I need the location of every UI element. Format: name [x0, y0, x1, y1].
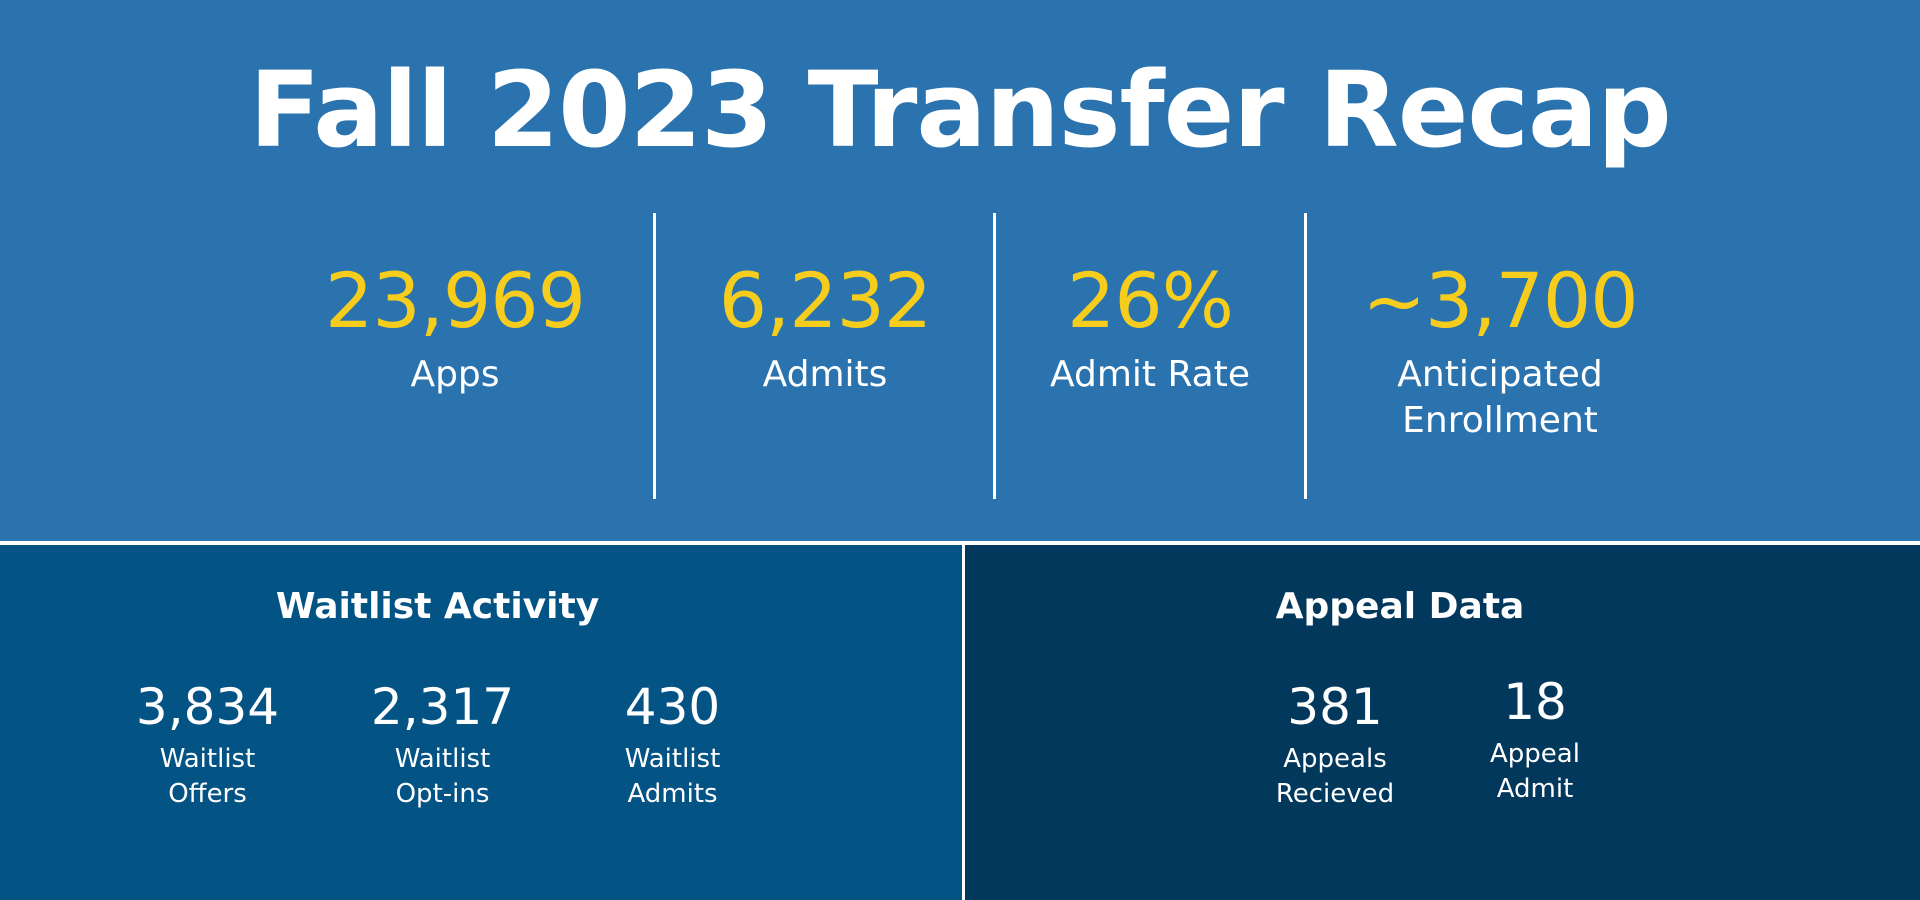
appeal-title: Appeal Data	[1275, 586, 1525, 627]
waitlist-opt-ins-value: 2,317	[370, 678, 515, 736]
page-title: Fall 2023 Transfer Recap	[249, 49, 1671, 171]
waitlist-activity-panel: Waitlist Activity 3,834 Waitlist Offers …	[0, 545, 962, 900]
waitlist-opt-ins: 2,317 Waitlist Opt-ins	[345, 678, 540, 812]
stat-enrollment-value: ~3,700	[1362, 256, 1638, 345]
stat-anticipated-enrollment: ~3,700 Anticipated Enrollment	[1325, 258, 1675, 444]
section-divider	[0, 541, 1920, 545]
appeals-received-label: Appeals Recieved	[1275, 744, 1395, 809]
header-section: Fall 2023 Transfer Recap 23,969 Apps 6,2…	[249, 49, 1675, 499]
appeal-admit: 18 Appeal Admit	[1455, 673, 1615, 807]
appeal-data-panel: Appeal Data 381 Appeals Recieved 18 Appe…	[965, 545, 1920, 900]
appeal-admit-label: Appeal Admit	[1490, 739, 1580, 804]
waitlist-offers-label: Waitlist Offers	[159, 744, 256, 809]
panel-divider	[962, 545, 965, 900]
waitlist-offers: 3,834 Waitlist Offers	[110, 678, 305, 812]
stat-admit-rate-value: 26%	[1067, 256, 1234, 345]
waitlist-opt-ins-label: Waitlist Opt-ins	[394, 744, 491, 809]
stat-admits-label: Admits	[762, 354, 888, 395]
divider	[993, 213, 996, 499]
stat-apps: 23,969 Apps	[305, 258, 605, 398]
stat-admit-rate-label: Admit Rate	[1049, 354, 1251, 395]
divider	[653, 213, 656, 499]
waitlist-admits-value: 430	[624, 678, 721, 736]
appeals-received: 381 Appeals Recieved	[1240, 678, 1430, 812]
stat-admits: 6,232 Admits	[675, 258, 975, 398]
stat-admits-value: 6,232	[718, 256, 933, 345]
waitlist-admits-label: Waitlist Admits	[624, 744, 721, 809]
stat-apps-value: 23,969	[325, 256, 586, 345]
waitlist-admits: 430 Waitlist Admits	[575, 678, 770, 812]
stat-enrollment-label: Anticipated Enrollment	[1397, 354, 1603, 441]
stat-admit-rate: 26% Admit Rate	[1000, 258, 1300, 398]
waitlist-offers-value: 3,834	[135, 678, 280, 736]
divider	[1304, 213, 1307, 499]
appeals-received-value: 381	[1287, 678, 1383, 736]
stat-apps-label: Apps	[410, 354, 500, 395]
waitlist-title: Waitlist Activity	[275, 586, 600, 627]
appeal-admit-value: 18	[1503, 673, 1567, 731]
